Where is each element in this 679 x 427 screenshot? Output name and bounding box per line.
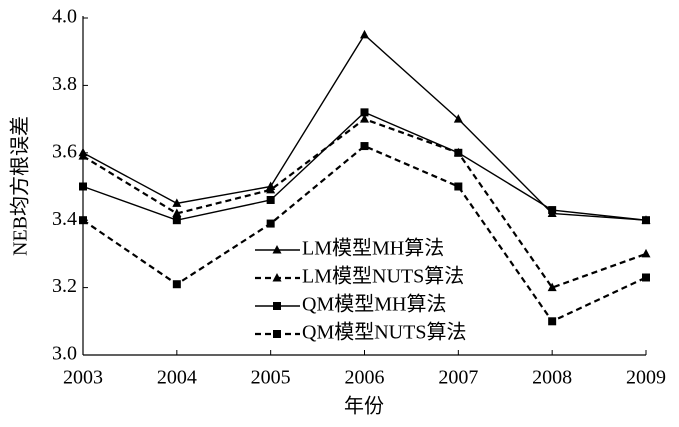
marker <box>266 219 275 228</box>
marker <box>454 182 463 191</box>
marker <box>453 114 463 123</box>
y-tick-label: 3.6 <box>52 140 77 162</box>
y-tick-label: 3.2 <box>52 275 77 297</box>
y-tick-label: 3.4 <box>52 208 77 230</box>
marker <box>360 108 369 117</box>
y-tick-label: 3.0 <box>52 343 77 365</box>
marker <box>172 216 181 225</box>
legend-label: QM模型MH算法 <box>302 293 446 316</box>
marker <box>266 184 276 194</box>
marker <box>79 182 87 191</box>
marker <box>548 317 557 326</box>
legend-marker <box>273 330 281 338</box>
marker <box>360 142 369 151</box>
y-tick-label: 3.8 <box>52 73 77 95</box>
marker <box>548 206 557 215</box>
series-line <box>82 33 647 221</box>
legend-marker <box>273 302 281 310</box>
legend-label: LM模型MH算法 <box>302 237 444 260</box>
marker <box>547 282 557 292</box>
marker <box>454 148 463 157</box>
marker <box>172 280 181 289</box>
marker <box>266 195 275 204</box>
y-axis-title: NEB均方根误差 <box>9 116 32 256</box>
marker <box>79 216 87 225</box>
marker <box>360 114 369 123</box>
marker <box>360 29 369 39</box>
x-tick-label: 2009 <box>626 367 666 389</box>
marker <box>172 198 182 207</box>
legend-label: LM模型NUTS算法 <box>302 265 464 288</box>
legend-marker <box>272 273 282 282</box>
y-tick-label: 4.0 <box>52 6 77 28</box>
x-tick-label: 2006 <box>345 367 385 389</box>
marker <box>172 208 182 217</box>
series-line <box>82 111 647 221</box>
x-tick-label: 2003 <box>63 367 103 389</box>
marker <box>642 216 650 225</box>
x-axis-title: 年份 <box>344 395 384 418</box>
legend-marker <box>272 245 282 254</box>
x-tick-label: 2005 <box>251 367 291 389</box>
x-tick-label: 2008 <box>532 367 572 389</box>
marker <box>641 248 651 258</box>
marker <box>642 273 650 282</box>
x-tick-label: 2007 <box>438 367 478 389</box>
x-tick-label: 2004 <box>157 367 197 389</box>
marker <box>78 151 88 160</box>
legend-label: QM模型NUTS算法 <box>302 321 466 344</box>
